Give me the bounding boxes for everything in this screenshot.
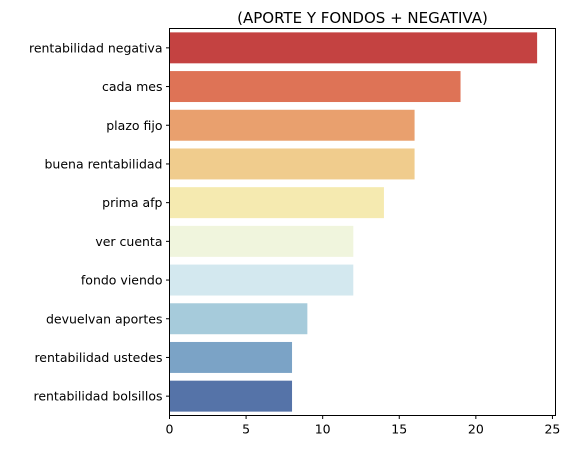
x-axis: 0 5 10 15 20 25	[166, 415, 560, 437]
y-tick-label-1: cada mes	[102, 79, 162, 94]
x-tick-label-2: 10	[315, 422, 331, 437]
bar-4	[169, 187, 384, 219]
chart-title: (APORTE Y FONDOS + NEGATIVA)	[237, 9, 488, 27]
x-tick-label-0: 0	[166, 422, 174, 437]
y-tick-label-6: fondo viendo	[81, 273, 163, 288]
x-tick-label-5: 25	[544, 422, 560, 437]
bar-9	[169, 380, 293, 412]
bar-1	[169, 71, 461, 103]
bar-8	[169, 341, 293, 373]
plot-frame	[169, 28, 556, 416]
y-tick-label-5: ver cuenta	[95, 234, 162, 249]
y-tick-label-4: prima afp	[102, 195, 162, 210]
y-tick-label-2: plazo fijo	[106, 118, 162, 133]
bar-2	[169, 109, 415, 141]
bar-0	[169, 32, 538, 64]
y-tick-label-7: devuelvan aportes	[46, 311, 163, 326]
y-tick-label-8: rentabilidad ustedes	[34, 350, 162, 365]
bar-7	[169, 303, 308, 335]
y-tick-label-3: buena rentabilidad	[44, 156, 162, 171]
bar-5	[169, 225, 354, 257]
y-tick-label-9: rentabilidad bolsillos	[33, 389, 162, 404]
x-tick-label-4: 20	[468, 422, 484, 437]
y-axis: rentabilidad negativa cada mes plazo fijo b…	[29, 40, 170, 404]
bar-3	[169, 148, 415, 180]
x-tick-label-3: 15	[391, 422, 407, 437]
bar-6	[169, 264, 354, 296]
x-tick-label-1: 5	[242, 422, 250, 437]
bars-group	[169, 32, 538, 412]
y-tick-label-0: rentabilidad negativa	[29, 40, 163, 55]
